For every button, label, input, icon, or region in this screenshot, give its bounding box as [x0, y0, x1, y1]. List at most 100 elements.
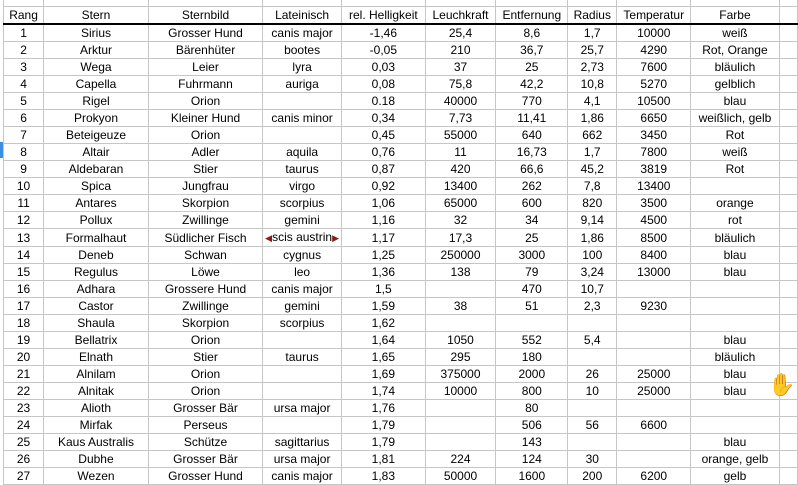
table-cell[interactable]: orange	[690, 194, 780, 212]
table-cell[interactable]: blau	[690, 246, 780, 264]
table-cell[interactable]: auriga	[262, 75, 343, 93]
table-cell[interactable]: 50000	[424, 467, 497, 485]
table-cell[interactable]	[616, 331, 692, 349]
table-cell[interactable]: -0,05	[341, 41, 426, 59]
table-cell[interactable]: Altair	[43, 143, 149, 161]
table-cell[interactable]: Dubhe	[43, 450, 149, 468]
table-cell[interactable]: 65000	[424, 194, 497, 212]
empty-cell[interactable]	[778, 160, 798, 178]
table-cell[interactable]: 10	[567, 382, 618, 400]
table-cell[interactable]: Orion	[147, 365, 264, 383]
table-cell[interactable]	[567, 314, 618, 332]
table-cell[interactable]: 1,79	[341, 416, 426, 434]
table-cell[interactable]	[424, 280, 497, 298]
empty-cell[interactable]	[778, 177, 798, 195]
table-cell[interactable]: 7,8	[567, 177, 618, 195]
column-header[interactable]: Farbe	[690, 6, 780, 25]
table-cell[interactable]: 800	[495, 382, 569, 400]
table-cell[interactable]: Rigel	[43, 92, 149, 110]
table-cell[interactable]: 55000	[424, 126, 497, 144]
table-cell[interactable]: 25	[495, 58, 569, 76]
table-cell[interactable]: Sirius	[43, 23, 149, 42]
table-cell[interactable]: Bellatrix	[43, 331, 149, 349]
table-cell[interactable]: Rot	[690, 126, 780, 144]
table-cell[interactable]: 4500	[616, 211, 692, 229]
table-cell[interactable]: orange, gelb	[690, 450, 780, 468]
table-cell[interactable]: -1,46	[341, 23, 426, 42]
table-cell[interactable]: Arktur	[43, 41, 149, 59]
table-cell[interactable]: blau	[690, 331, 780, 349]
table-cell[interactable]: 1,86	[567, 109, 618, 127]
table-cell[interactable]	[262, 92, 343, 110]
table-cell[interactable]: 5270	[616, 75, 692, 93]
table-cell[interactable]: Zwillinge	[147, 211, 264, 229]
table-cell-overflow[interactable]: ◀scis austrin▶	[262, 228, 343, 247]
table-cell[interactable]: 13000	[616, 263, 692, 281]
table-cell[interactable]: 75,8	[424, 75, 497, 93]
column-header[interactable]: Lateinisch	[262, 6, 343, 25]
table-cell[interactable]: 1	[2, 23, 45, 42]
table-cell[interactable]: 552	[495, 331, 569, 349]
table-cell[interactable]: 1,64	[341, 331, 426, 349]
table-cell[interactable]: Rot	[690, 160, 780, 178]
table-cell[interactable]: 38	[424, 297, 497, 315]
table-cell[interactable]	[567, 399, 618, 417]
table-cell[interactable]: 506	[495, 416, 569, 434]
column-header[interactable]: Temperatur	[616, 6, 692, 25]
table-cell[interactable]	[690, 314, 780, 332]
table-cell[interactable]: 200	[567, 467, 618, 485]
table-cell[interactable]: Südlicher Fisch	[147, 228, 264, 247]
table-cell[interactable]: 0,45	[341, 126, 426, 144]
table-cell[interactable]: 4	[2, 75, 45, 93]
table-cell[interactable]: gemini	[262, 211, 343, 229]
table-cell[interactable]: 1,62	[341, 314, 426, 332]
table-cell[interactable]: 1,06	[341, 194, 426, 212]
table-cell[interactable]: 21	[2, 365, 45, 383]
table-cell[interactable]: Skorpion	[147, 314, 264, 332]
empty-cell[interactable]	[778, 143, 798, 161]
table-cell[interactable]: 18	[2, 314, 45, 332]
table-cell[interactable]: 9,14	[567, 211, 618, 229]
table-cell[interactable]: 1,16	[341, 211, 426, 229]
table-cell[interactable]: 9	[2, 160, 45, 178]
table-cell[interactable]: 224	[424, 450, 497, 468]
table-cell[interactable]: Orion	[147, 331, 264, 349]
table-cell[interactable]: 1,83	[341, 467, 426, 485]
table-cell[interactable]: scorpius	[262, 194, 343, 212]
table-cell[interactable]: 5,4	[567, 331, 618, 349]
table-cell[interactable]: 42,2	[495, 75, 569, 93]
table-cell[interactable]: 420	[424, 160, 497, 178]
table-cell[interactable]: 27	[2, 467, 45, 485]
table-cell[interactable]: 0.18	[341, 92, 426, 110]
table-cell[interactable]: 820	[567, 194, 618, 212]
table-cell[interactable]: 8	[2, 143, 45, 161]
table-cell[interactable]: Kaus Australis	[43, 433, 149, 451]
table-cell[interactable]: 8400	[616, 246, 692, 264]
table-cell[interactable]	[567, 433, 618, 451]
table-cell[interactable]	[616, 399, 692, 417]
table-cell[interactable]: Pollux	[43, 211, 149, 229]
table-cell[interactable]: 13400	[616, 177, 692, 195]
table-cell[interactable]: 640	[495, 126, 569, 144]
table-cell[interactable]: 138	[424, 263, 497, 281]
empty-cell[interactable]	[778, 263, 798, 281]
table-cell[interactable]: 23	[2, 399, 45, 417]
table-cell[interactable]: Grosser Bär	[147, 450, 264, 468]
column-header[interactable]: rel. Helligkeit	[341, 6, 426, 25]
table-cell[interactable]: 1,81	[341, 450, 426, 468]
table-cell[interactable]: 14	[2, 246, 45, 264]
table-cell[interactable]	[616, 348, 692, 366]
table-cell[interactable]: 1,69	[341, 365, 426, 383]
table-cell[interactable]: 143	[495, 433, 569, 451]
empty-cell[interactable]	[778, 348, 798, 366]
table-cell[interactable]: Shaula	[43, 314, 149, 332]
table-cell[interactable]: canis minor	[262, 109, 343, 127]
table-cell[interactable]: Formalhaut	[43, 228, 149, 247]
table-cell[interactable]: Bärenhüter	[147, 41, 264, 59]
table-cell[interactable]: 22	[2, 382, 45, 400]
table-cell[interactable]: Fuhrmann	[147, 75, 264, 93]
table-cell[interactable]: bläulich	[690, 228, 780, 247]
table-cell[interactable]: blau	[690, 365, 780, 383]
column-header[interactable]: Entfernung	[495, 6, 569, 25]
empty-cell[interactable]	[778, 41, 798, 59]
